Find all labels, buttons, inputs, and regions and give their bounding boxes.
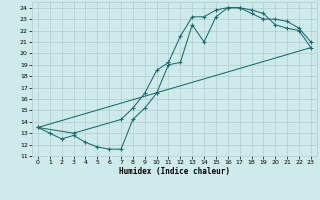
- X-axis label: Humidex (Indice chaleur): Humidex (Indice chaleur): [119, 167, 230, 176]
